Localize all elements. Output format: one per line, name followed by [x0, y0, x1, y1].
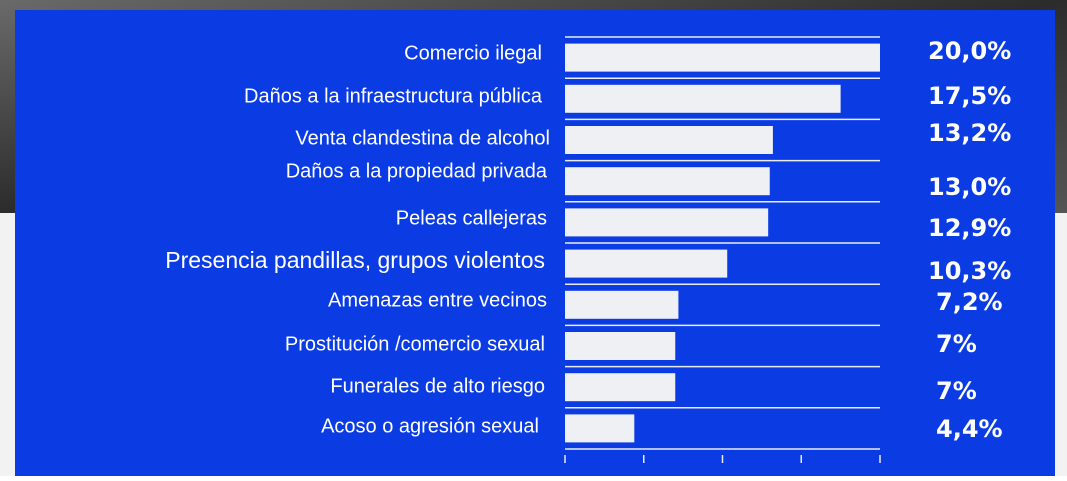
value-label: 7% — [936, 377, 977, 405]
category-label: Venta clandestina de alcohol — [295, 127, 550, 149]
category-label: Presencia pandillas, grupos violentos — [165, 247, 545, 273]
category-label: Daños a la infraestructura pública — [244, 85, 543, 107]
bar — [565, 249, 728, 278]
bar — [565, 373, 676, 402]
value-label: 20,0% — [928, 37, 1011, 65]
bar — [565, 43, 880, 72]
category-label: Acoso o agresión sexual — [321, 415, 539, 437]
bar — [565, 332, 676, 360]
value-label: 12,9% — [928, 214, 1011, 242]
value-label: 7% — [936, 330, 977, 358]
category-label: Peleas callejeras — [396, 207, 547, 229]
bar — [565, 290, 679, 319]
category-label: Prostitución /comercio sexual — [285, 333, 545, 355]
bar — [565, 84, 841, 113]
value-label: 13,0% — [928, 173, 1011, 201]
value-label: 4,4% — [936, 415, 1003, 443]
category-label: Amenazas entre vecinos — [328, 289, 547, 311]
bar — [565, 167, 770, 196]
category-label: Comercio ilegal — [404, 42, 542, 64]
category-label: Daños a la propiedad privada — [286, 160, 548, 182]
value-label: 13,2% — [928, 119, 1011, 147]
bar — [565, 414, 635, 443]
value-label: 7,2% — [936, 288, 1003, 316]
category-label: Funerales de alto riesgo — [330, 375, 545, 397]
bar — [565, 208, 769, 237]
value-label: 10,3% — [928, 257, 1011, 285]
bar — [565, 126, 773, 154]
panel — [15, 10, 1055, 476]
value-label: 17,5% — [928, 82, 1011, 110]
